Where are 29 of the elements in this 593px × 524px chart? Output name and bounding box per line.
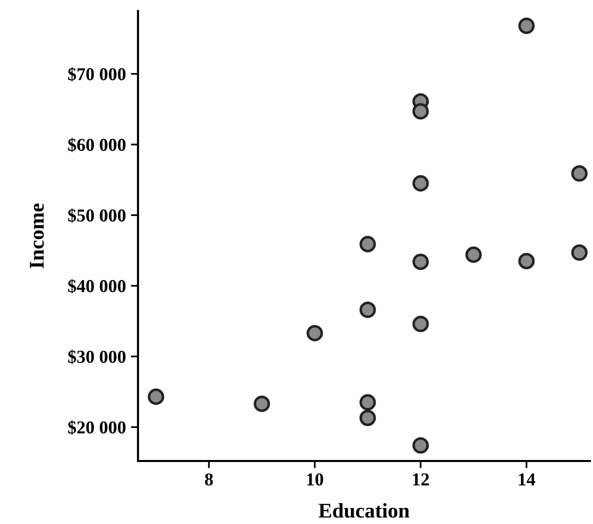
point bbox=[412, 175, 429, 192]
point bbox=[360, 236, 376, 252]
x-tick-label: 10 bbox=[307, 473, 324, 486]
point bbox=[412, 103, 429, 120]
point bbox=[465, 246, 482, 263]
y-tick-label: $40 000 bbox=[68, 278, 126, 294]
x-tick-label: 12 bbox=[413, 473, 429, 486]
point bbox=[360, 302, 376, 318]
x-tick-label: 8 bbox=[205, 473, 213, 486]
y-tick-label: $20 000 bbox=[68, 420, 126, 435]
point bbox=[306, 324, 323, 342]
point bbox=[412, 254, 429, 270]
point bbox=[360, 410, 376, 426]
point bbox=[518, 18, 535, 34]
y-axis-title: Income bbox=[30, 204, 44, 268]
point bbox=[571, 165, 588, 182]
y-tick-label: $50 000 bbox=[68, 208, 126, 223]
y-tick-label: $70 000 bbox=[68, 67, 126, 82]
point bbox=[412, 316, 429, 332]
point bbox=[148, 388, 164, 405]
point bbox=[412, 437, 429, 454]
point bbox=[518, 252, 535, 270]
y-tick-label: $30 000 bbox=[68, 350, 126, 364]
point bbox=[360, 394, 376, 411]
point bbox=[254, 396, 270, 412]
point bbox=[571, 244, 588, 261]
x-axis-title: Education bbox=[318, 503, 410, 518]
y-tick-label: $60 000 bbox=[68, 138, 126, 152]
x-tick-label: 14 bbox=[518, 473, 536, 486]
